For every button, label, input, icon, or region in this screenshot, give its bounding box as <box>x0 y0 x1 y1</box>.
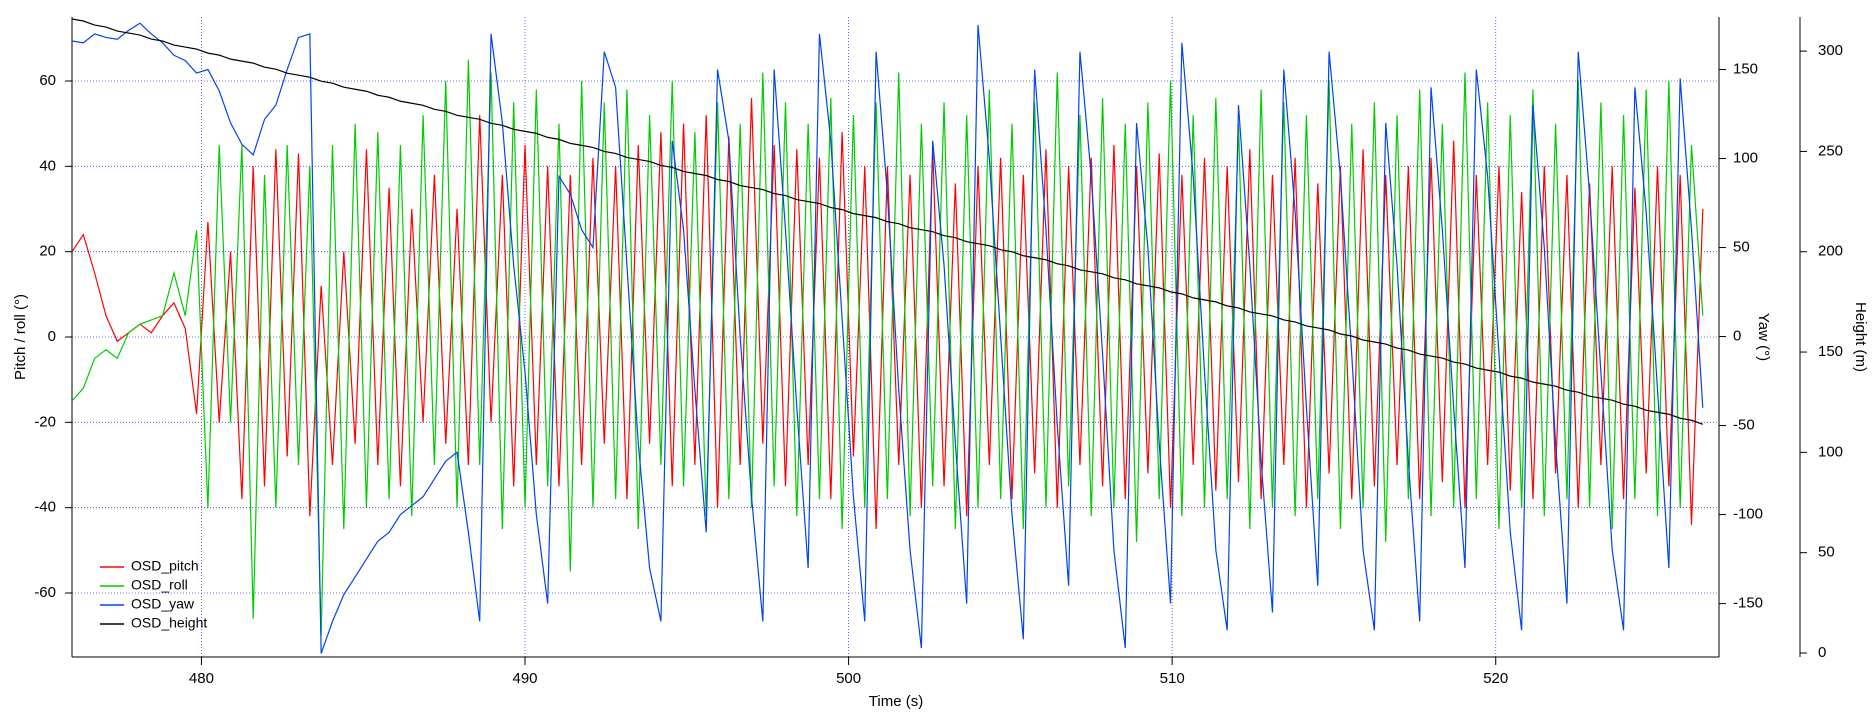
y-tick-label: -60 <box>34 584 56 601</box>
y-tick-label: 0 <box>48 328 56 345</box>
y-tick-label: 60 <box>39 72 56 89</box>
series-line <box>72 18 1704 425</box>
y3-tick-label: 0 <box>1818 644 1826 661</box>
legend-label: OSD_pitch <box>131 558 199 574</box>
y2-tick-label: 0 <box>1733 328 1741 345</box>
y-tick-label: -40 <box>34 499 56 516</box>
x-tick-label: 520 <box>1483 670 1508 687</box>
y3-tick-label: 250 <box>1818 142 1843 159</box>
y2-tick-label: 100 <box>1733 149 1758 166</box>
series-line <box>72 98 1704 530</box>
series-line <box>72 22 1704 654</box>
x-tick-label: 500 <box>836 670 861 687</box>
y2-tick-label: 50 <box>1733 239 1750 256</box>
y2-tick-label: -100 <box>1733 506 1763 523</box>
y3-axis-title: Height (m) <box>1852 302 1869 372</box>
y-tick-label: 40 <box>39 157 56 174</box>
y2-tick-label: -150 <box>1733 595 1763 612</box>
legend-label: OSD_roll <box>131 577 188 593</box>
legend-label: OSD_yaw <box>131 596 195 612</box>
y-axis-title: Pitch / roll (°) <box>12 294 29 380</box>
legend-label: OSD_height <box>131 615 207 631</box>
y3-tick-label: 150 <box>1818 343 1843 360</box>
x-tick-label: 490 <box>512 670 537 687</box>
y2-tick-label: 150 <box>1733 60 1758 77</box>
y3-tick-label: 200 <box>1818 243 1843 260</box>
x-tick-label: 510 <box>1160 670 1185 687</box>
y3-tick-label: 300 <box>1818 42 1843 59</box>
y3-tick-label: 50 <box>1818 544 1835 561</box>
y3-tick-label: 100 <box>1818 443 1843 460</box>
x-axis-title: Time (s) <box>869 693 923 710</box>
x-tick-label: 480 <box>189 670 214 687</box>
y2-axis-title: Yaw (°) <box>1755 313 1772 361</box>
y-tick-label: 20 <box>39 243 56 260</box>
series-line <box>72 59 1704 636</box>
y-tick-label: -20 <box>34 413 56 430</box>
y2-tick-label: -50 <box>1733 417 1755 434</box>
